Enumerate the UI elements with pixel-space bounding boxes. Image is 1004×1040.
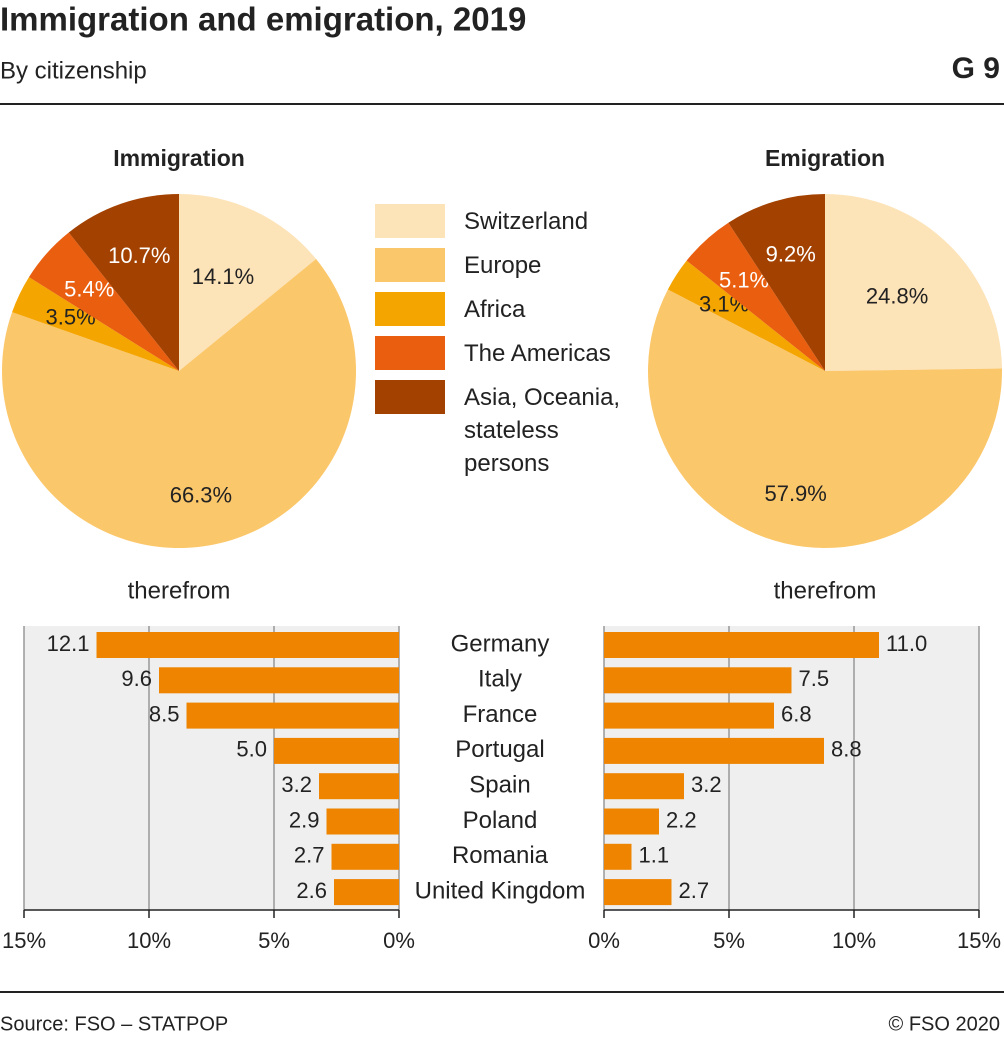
bar (604, 808, 659, 835)
bar (319, 773, 399, 800)
pie-slice (728, 194, 825, 371)
pie-title: Immigration (113, 145, 245, 171)
bar (604, 737, 824, 764)
legend-swatch (375, 204, 445, 238)
title: Immigration and emigration, 2019 (0, 1, 526, 38)
bar-subtitle: therefrom (774, 577, 877, 604)
x-tick-label: 15% (2, 928, 46, 953)
bar (186, 702, 399, 729)
pie-slice (825, 194, 1002, 371)
category-label: United Kingdom (415, 877, 586, 904)
x-tick-label: 5% (713, 928, 745, 953)
x-tick-label: 15% (957, 928, 1001, 953)
category-label: Germany (451, 630, 550, 657)
category-label: Poland (463, 807, 538, 834)
bar-value-label: 2.7 (679, 878, 710, 903)
legend-label: Europe (464, 252, 542, 279)
pie-label: 57.9% (764, 481, 826, 506)
bar (274, 737, 399, 764)
pie-label: 10.7% (108, 243, 170, 268)
bar-value-label: 5.0 (236, 737, 267, 762)
category-label: France (463, 701, 538, 728)
pie-slice (667, 260, 825, 371)
pie-slice (686, 222, 825, 371)
bar-value-label: 11.0 (886, 631, 927, 656)
bar-value-label: 2.7 (294, 843, 325, 868)
bar-value-label: 6.8 (781, 701, 812, 726)
category-label: Spain (469, 772, 530, 799)
bar-value-label: 8.8 (831, 737, 862, 762)
chart-code: G 9 (952, 52, 1000, 85)
category-label: Romania (452, 842, 549, 869)
bar-subtitle: therefrom (128, 577, 231, 604)
pie-slice (179, 194, 317, 371)
pie-label: 9.2% (766, 241, 816, 266)
bar (604, 843, 632, 870)
bar (159, 667, 399, 694)
pie-slice (1, 259, 356, 548)
x-tick-label: 0% (383, 928, 415, 953)
bar-value-label: 2.6 (296, 878, 327, 903)
legend-label: Asia, Oceania, stateless persons (464, 384, 621, 477)
source: Source: FSO – STATPOP (0, 1013, 228, 1035)
category-label: Italy (478, 666, 522, 693)
bar (604, 632, 879, 658)
legend-swatch (375, 336, 445, 370)
bar-value-label: 8.5 (149, 701, 180, 726)
bar-value-label: 9.6 (121, 666, 152, 691)
bar (326, 808, 399, 835)
pie-slice (68, 194, 179, 371)
pie-label: 5.4% (64, 277, 114, 302)
legend-swatch (375, 380, 445, 414)
x-tick-label: 5% (258, 928, 290, 953)
copyright: © FSO 2020 (889, 1013, 1000, 1035)
legend-swatch (375, 248, 445, 282)
pie-slice (28, 232, 180, 371)
bar (96, 632, 399, 658)
legend-label: Switzerland (464, 208, 589, 235)
bar (604, 773, 684, 800)
legend-label: The Americas (464, 340, 611, 367)
bar-value-label: 2.2 (666, 807, 697, 832)
category-label: Portugal (455, 736, 544, 763)
legend-swatch (375, 292, 445, 326)
bar (331, 843, 399, 870)
bar-value-label: 2.9 (289, 807, 320, 832)
x-tick-label: 10% (832, 928, 876, 953)
pie-label: 24.8% (866, 284, 928, 309)
bar (604, 879, 672, 906)
x-tick-label: 0% (588, 928, 620, 953)
bar (334, 879, 399, 906)
bar (604, 702, 774, 729)
pie-slice (648, 289, 1003, 548)
pie-label: 66.3% (170, 482, 232, 507)
x-tick-label: 10% (127, 928, 171, 953)
pie-slice (12, 277, 180, 371)
subtitle: By citizenship (0, 57, 147, 84)
pie-label: 14.1% (192, 264, 254, 289)
legend-label: Africa (464, 296, 526, 323)
bar-value-label: 3.2 (691, 772, 722, 797)
pie-title: Emigration (765, 145, 885, 171)
bar-value-label: 1.1 (639, 843, 670, 868)
bar-value-label: 7.5 (799, 666, 830, 691)
bar-value-label: 3.2 (281, 772, 312, 797)
bar (604, 667, 792, 694)
bar-value-label: 12.1 (47, 631, 90, 656)
